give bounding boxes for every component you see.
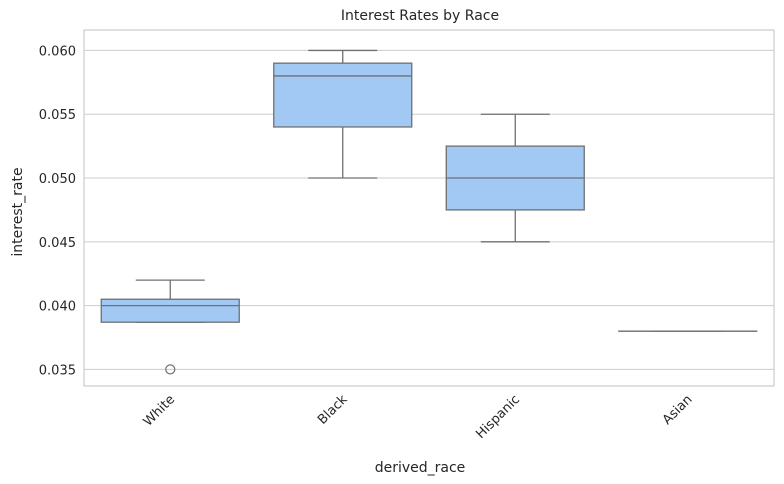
y-tick-label: 0.045 <box>39 236 76 251</box>
y-axis-label: interest_rate <box>10 167 26 256</box>
box-iqr <box>273 62 413 128</box>
outlier-point <box>165 364 176 375</box>
chart-title: Interest Rates by Race <box>341 8 499 24</box>
x-axis-ticks: White Black Hispanic Asian <box>141 392 696 442</box>
x-tick-label: Black <box>315 392 351 428</box>
x-tick-label: Asian <box>660 392 696 428</box>
y-axis-ticks: 0.035 0.040 0.045 0.050 0.055 0.060 <box>39 44 76 378</box>
box-hispanic <box>445 113 585 243</box>
x-tick-label: White <box>141 392 178 429</box>
x-tick-label: Hispanic <box>473 392 523 442</box>
y-tick-label: 0.050 <box>39 172 76 187</box>
box-iqr <box>100 298 240 323</box>
box-white <box>100 279 240 375</box>
y-tick-label: 0.060 <box>39 44 76 59</box>
plot-frame <box>83 29 775 387</box>
y-tick-label: 0.055 <box>39 108 76 123</box>
boxes <box>100 49 758 375</box>
x-axis-label: derived_race <box>375 460 466 476</box>
y-tick-label: 0.035 <box>39 363 76 378</box>
box-black <box>273 49 413 179</box>
y-tick-label: 0.040 <box>39 300 76 315</box>
